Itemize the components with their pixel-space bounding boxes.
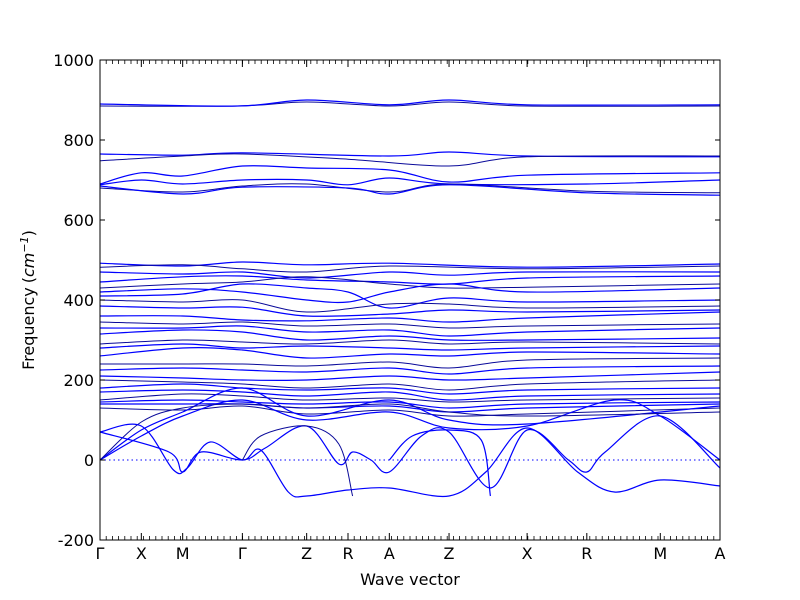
phonon-band-line xyxy=(99,325,721,337)
plot-area-background xyxy=(100,60,720,540)
phonon-band-line xyxy=(99,339,721,345)
phonon-band-line xyxy=(99,387,721,461)
phonon-band-line xyxy=(99,415,721,489)
phonon-band-line xyxy=(99,389,721,401)
phonon-band-line xyxy=(100,357,721,369)
phonon-band-line xyxy=(99,264,721,273)
phonon-band-line xyxy=(99,271,721,279)
y-tick-label: 600 xyxy=(63,211,94,230)
phonon-band-line xyxy=(99,283,721,309)
x-tick-label: A xyxy=(384,544,395,563)
phonon-band-line xyxy=(99,99,721,107)
phonon-band-line xyxy=(99,379,721,391)
phonon-band-line xyxy=(99,371,721,381)
phonon-band-line xyxy=(99,183,721,194)
y-tick-label: 800 xyxy=(63,131,94,150)
x-tick-label: Z xyxy=(301,544,312,563)
phonon-band-line xyxy=(99,403,721,461)
y-axis-title-text: Frequency xyxy=(19,287,38,370)
phonon-band-line xyxy=(241,425,354,497)
phonon-band-line xyxy=(388,429,491,497)
plot-frame xyxy=(99,59,721,541)
y-tick-label: 400 xyxy=(63,291,94,310)
y-axis-unit-base: cm xyxy=(19,253,38,277)
phonon-band-line xyxy=(99,343,721,351)
x-tick-label: Z xyxy=(444,544,455,563)
x-tick-label: R xyxy=(342,544,353,563)
phonon-band-line xyxy=(99,177,721,186)
phonon-band-line xyxy=(99,165,721,185)
phonon-band-line xyxy=(99,305,721,317)
x-tick-label: Γ xyxy=(96,544,105,563)
x-tick-label: Γ xyxy=(238,544,247,563)
x-tick-label: M xyxy=(653,544,667,563)
phonon-band-line xyxy=(99,347,721,359)
x-tick-label: X xyxy=(136,544,147,563)
phonon-band-line xyxy=(99,383,721,395)
phonon-band-line xyxy=(99,153,721,167)
bands-layer xyxy=(99,99,721,498)
y-tick-label: 0 xyxy=(84,451,94,470)
phonon-band-line xyxy=(99,299,721,313)
ticks-layer: -200 0 200 400 600 800 1000 Γ X M Γ Z R A Z X R M A xyxy=(53,51,725,563)
y-tick-label: -200 xyxy=(58,531,94,550)
x-axis-title: Wave vector xyxy=(360,570,460,589)
phonon-band-line xyxy=(99,311,721,323)
phonon-band-line xyxy=(99,393,721,403)
phonon-band-line xyxy=(99,365,721,375)
y-tick-label: 1000 xyxy=(53,51,94,70)
x-tick-label: A xyxy=(715,544,726,563)
phonon-band-line xyxy=(99,399,721,409)
phonon-band-line xyxy=(99,329,721,341)
phonon-band-line xyxy=(99,261,721,268)
x-tick-label: M xyxy=(176,544,190,563)
phonon-band-line xyxy=(99,184,721,196)
phonon-band-line xyxy=(99,283,721,304)
x-tick-label: X xyxy=(522,544,533,563)
y-tick-label: 200 xyxy=(63,371,94,390)
phonon-band-line xyxy=(99,403,721,413)
x-tick-label: R xyxy=(581,544,592,563)
phonon-band-line xyxy=(99,276,721,289)
y-axis-title: Frequency(cm−1) xyxy=(18,230,39,370)
phonon-band-line xyxy=(99,321,721,329)
y-axis-unit-exponent: −1 xyxy=(18,236,31,252)
phonon-band-line xyxy=(99,399,721,461)
